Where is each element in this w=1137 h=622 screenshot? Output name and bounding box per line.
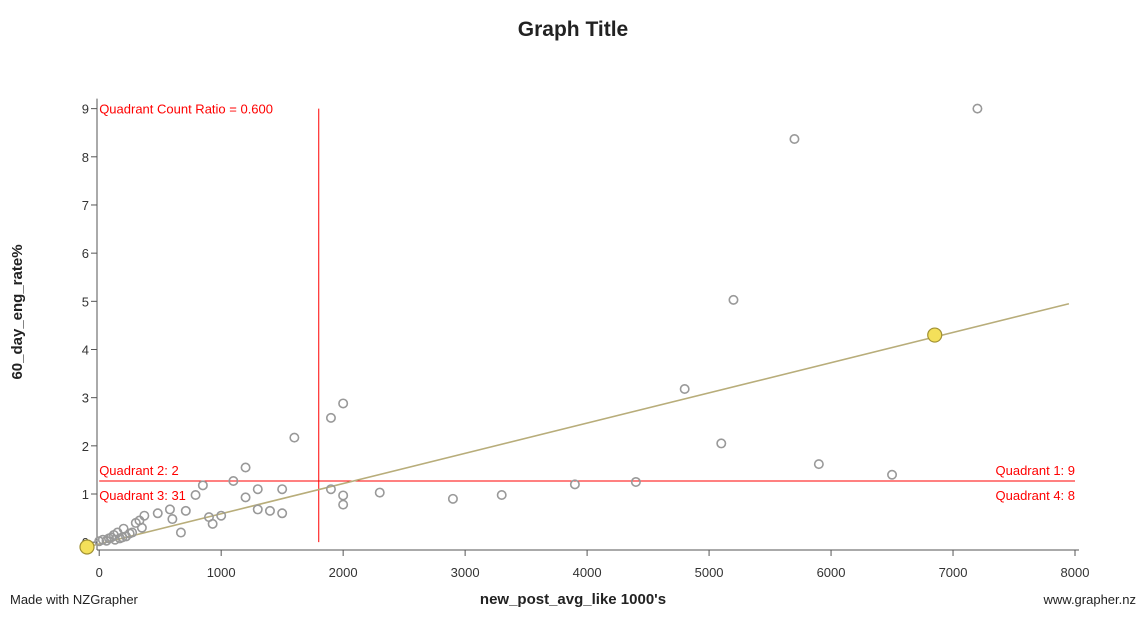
footer-url: www.grapher.nz [1043, 592, 1137, 607]
data-point [716, 438, 727, 449]
highlight-point [79, 539, 95, 555]
data-point [277, 508, 288, 519]
y-tick-label: 1 [82, 487, 89, 502]
data-point [139, 510, 150, 521]
x-tick-label: 4000 [573, 565, 602, 580]
x-tick-label: 3000 [451, 565, 480, 580]
data-point [180, 505, 191, 516]
y-tick-label: 9 [82, 102, 89, 117]
y-tick-label: 2 [82, 439, 89, 454]
chart-title: Graph Title [518, 18, 628, 41]
y-tick-label: 6 [82, 246, 89, 261]
data-point [136, 522, 147, 533]
data-point [496, 489, 507, 500]
y-tick-label: 7 [82, 198, 89, 213]
data-point [569, 479, 580, 490]
x-tick-label: 0 [96, 565, 103, 580]
quadrant-4-label: Quadrant 4: 8 [996, 488, 1076, 503]
data-point [289, 432, 300, 443]
y-tick-label: 3 [82, 391, 89, 406]
y-axis-label: 60_day_eng_rate% [9, 244, 26, 379]
data-point [207, 518, 218, 529]
quadrant-1-label: Quadrant 1: 9 [996, 463, 1076, 478]
data-point [152, 508, 163, 519]
data-point [813, 459, 824, 470]
data-point [240, 492, 251, 503]
highlight-point [927, 327, 943, 343]
data-point [679, 383, 690, 394]
quadrant-2-label: Quadrant 2: 2 [99, 463, 179, 478]
trend-line [86, 302, 1070, 548]
x-axis-label: new_post_avg_like 1000's [480, 591, 666, 608]
data-point [216, 510, 227, 521]
data-point [447, 493, 458, 504]
data-point [325, 412, 336, 423]
data-point [175, 527, 186, 538]
x-tick-label: 7000 [939, 565, 968, 580]
data-point [374, 487, 385, 498]
x-tick-label: 2000 [329, 565, 358, 580]
x-tick-label: 6000 [817, 565, 846, 580]
data-point [338, 499, 349, 510]
data-point [338, 398, 349, 409]
quadrant-overlay: Quadrant Count Ratio = 0.600 Quadrant 2: … [99, 102, 1075, 543]
x-tick-label: 8000 [1061, 565, 1090, 580]
data-point [228, 476, 239, 487]
data-point [167, 514, 178, 525]
trend-line-group [86, 302, 1070, 548]
data-point [240, 462, 251, 473]
data-point [277, 484, 288, 495]
data-point [728, 294, 739, 305]
data-point [252, 504, 263, 515]
x-tick-label: 5000 [695, 565, 724, 580]
axes: 0123456789010002000300040005000600070008… [82, 98, 1090, 580]
data-point [164, 504, 175, 515]
data-point [264, 505, 275, 516]
data-point [789, 133, 800, 144]
data-point [190, 489, 201, 500]
data-point [252, 484, 263, 495]
data-point [338, 490, 349, 501]
data-point [887, 469, 898, 480]
data-point [325, 484, 336, 495]
footer-credit: Made with NZGrapher [10, 592, 139, 607]
data-point [972, 103, 983, 114]
x-tick-label: 1000 [207, 565, 236, 580]
quadrant-count-ratio-label: Quadrant Count Ratio = 0.600 [99, 102, 273, 117]
data-points [79, 103, 983, 555]
data-point [127, 527, 138, 538]
y-tick-label: 5 [82, 294, 89, 309]
data-point [197, 480, 208, 491]
y-tick-label: 8 [82, 150, 89, 165]
data-point [630, 476, 641, 487]
y-tick-label: 4 [82, 342, 89, 357]
quadrant-3-label: Quadrant 3: 31 [99, 488, 186, 503]
